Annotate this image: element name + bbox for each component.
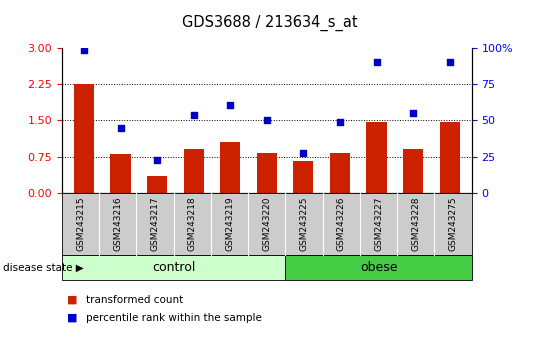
Point: [189, 113, 198, 118]
Text: GSM243216: GSM243216: [113, 196, 122, 251]
Point: [445, 59, 454, 64]
Text: GSM243219: GSM243219: [225, 196, 234, 251]
Bar: [110, 154, 130, 193]
Bar: [293, 161, 314, 193]
Point: [80, 47, 88, 53]
Point: [226, 102, 234, 108]
Text: obese: obese: [360, 261, 397, 274]
Point: [262, 118, 271, 123]
Text: GSM243275: GSM243275: [448, 196, 458, 251]
Text: GSM243217: GSM243217: [150, 196, 160, 251]
Point: [153, 158, 161, 163]
Text: GSM243228: GSM243228: [411, 197, 420, 251]
Bar: [74, 84, 94, 193]
Bar: [220, 142, 240, 193]
Bar: [147, 176, 167, 193]
Text: disease state ▶: disease state ▶: [3, 263, 84, 273]
Point: [299, 150, 308, 156]
Bar: [257, 153, 277, 193]
Text: GSM243226: GSM243226: [337, 197, 346, 251]
Point: [336, 119, 344, 125]
Text: GSM243215: GSM243215: [76, 196, 85, 251]
Bar: [330, 153, 350, 193]
Text: control: control: [152, 261, 196, 274]
Bar: [440, 122, 460, 193]
Text: GSM243225: GSM243225: [300, 197, 308, 251]
Point: [409, 110, 417, 116]
Text: transformed count: transformed count: [86, 295, 183, 305]
Bar: [367, 122, 386, 193]
Bar: [403, 149, 423, 193]
Text: ■: ■: [67, 295, 78, 305]
Point: [372, 59, 381, 64]
Text: GDS3688 / 213634_s_at: GDS3688 / 213634_s_at: [182, 15, 357, 31]
Text: GSM243220: GSM243220: [262, 197, 271, 251]
Text: percentile rank within the sample: percentile rank within the sample: [86, 313, 262, 322]
Text: ■: ■: [67, 313, 78, 322]
Point: [116, 125, 125, 131]
Text: GSM243227: GSM243227: [374, 197, 383, 251]
Text: GSM243218: GSM243218: [188, 196, 197, 251]
Bar: [184, 149, 204, 193]
